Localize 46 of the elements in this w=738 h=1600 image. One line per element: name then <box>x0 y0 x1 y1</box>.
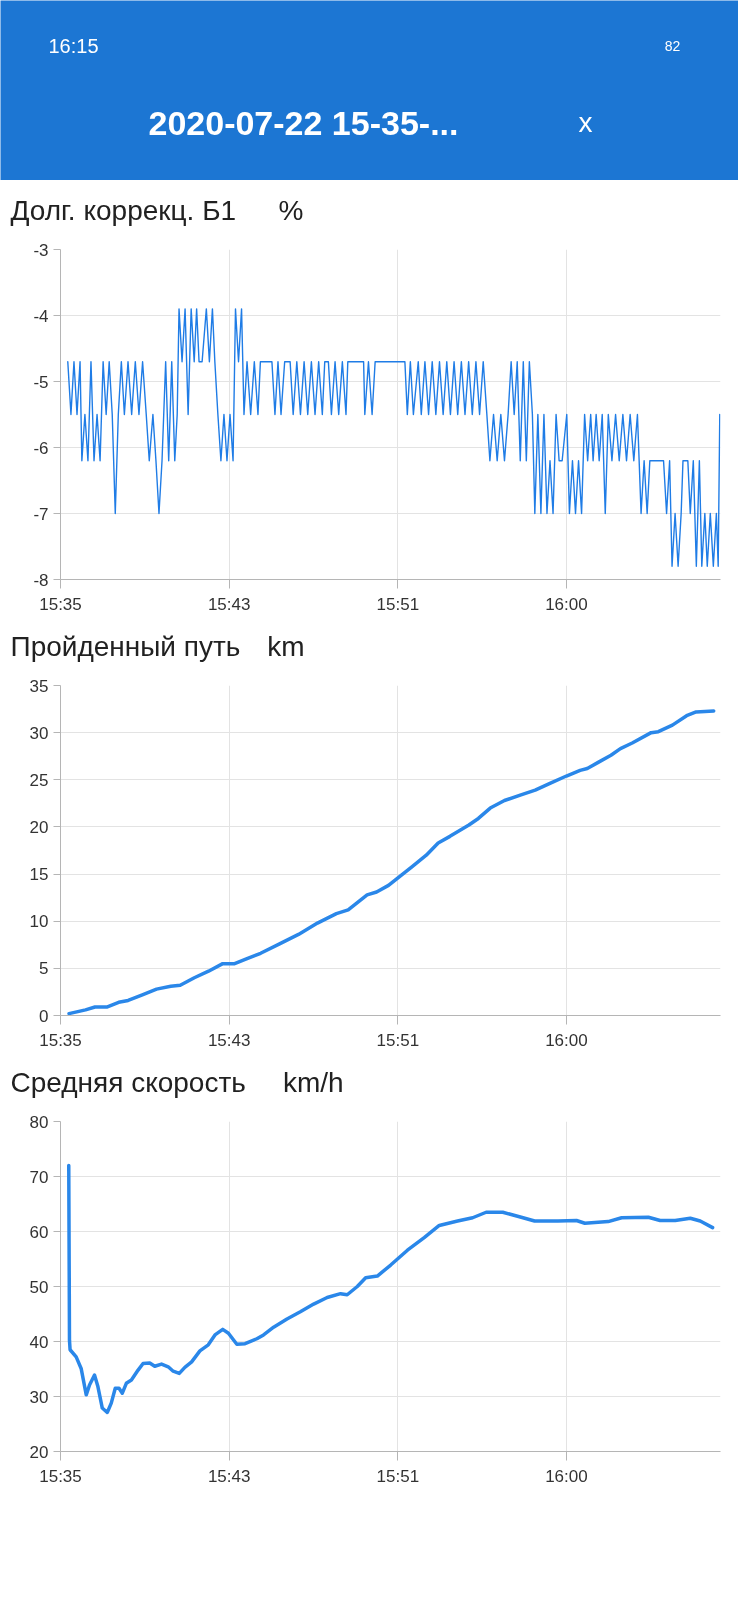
y-tick-label: 20 <box>29 1442 49 1462</box>
y-tick-label: 20 <box>29 817 49 837</box>
x-tick-label: 15:51 <box>376 1030 420 1050</box>
x-tick-label: 15:43 <box>207 594 251 614</box>
y-tick-label: -3 <box>33 240 49 260</box>
line-series <box>67 308 721 567</box>
x-tick-label: 15:51 <box>376 1466 420 1486</box>
text: 16:15 <box>48 34 99 57</box>
x-tick-label: 15:43 <box>207 1466 251 1486</box>
x-tick-label: 15:43 <box>207 1030 251 1050</box>
x-tick-label: 15:51 <box>376 594 420 614</box>
chart-title: Средняя скорость <box>10 1067 246 1098</box>
y-tick-label: -8 <box>33 570 49 590</box>
chart-title: Долг. коррекц. Б1 <box>10 195 237 226</box>
y-axis-title: % <box>278 195 304 226</box>
y-tick-label: 0 <box>39 1006 49 1026</box>
y-tick-label: 5 <box>39 959 49 979</box>
y-tick-label: 50 <box>29 1277 49 1297</box>
line-series <box>67 1163 715 1415</box>
y-tick-label: 80 <box>29 1112 49 1132</box>
x-tick-label: 16:00 <box>545 594 588 614</box>
y-tick-label: -5 <box>33 372 49 392</box>
y-tick-label: 30 <box>29 1387 49 1407</box>
y-axis-title: km <box>267 631 305 662</box>
y-tick-label: 15 <box>29 865 49 885</box>
x-tick-label: 16:00 <box>545 1466 588 1486</box>
y-tick-label: 25 <box>29 770 49 790</box>
y-tick-label: 70 <box>29 1167 49 1187</box>
x-tick-label: 15:35 <box>39 1030 82 1050</box>
x-tick-label: 15:35 <box>39 1466 82 1486</box>
y-tick-label: -6 <box>33 438 49 458</box>
y-tick-label: 40 <box>29 1332 49 1352</box>
y-tick-label: 60 <box>29 1222 49 1242</box>
y-tick-label: -7 <box>33 504 49 524</box>
y-tick-label: 30 <box>29 723 49 743</box>
y-tick-label: 10 <box>29 912 49 932</box>
text: 82 <box>664 37 681 54</box>
line-series <box>67 709 716 1016</box>
y-tick-label: -4 <box>33 306 49 326</box>
x-tick-label: 16:00 <box>545 1030 588 1050</box>
y-axis-title: km/h <box>282 1067 344 1098</box>
text: 2020-07-22 15-35-... <box>148 103 459 142</box>
text: x <box>578 107 593 138</box>
y-tick-label: 35 <box>29 676 49 696</box>
chart-title: Пройденный путь <box>10 631 241 662</box>
x-tick-label: 15:35 <box>39 594 82 614</box>
